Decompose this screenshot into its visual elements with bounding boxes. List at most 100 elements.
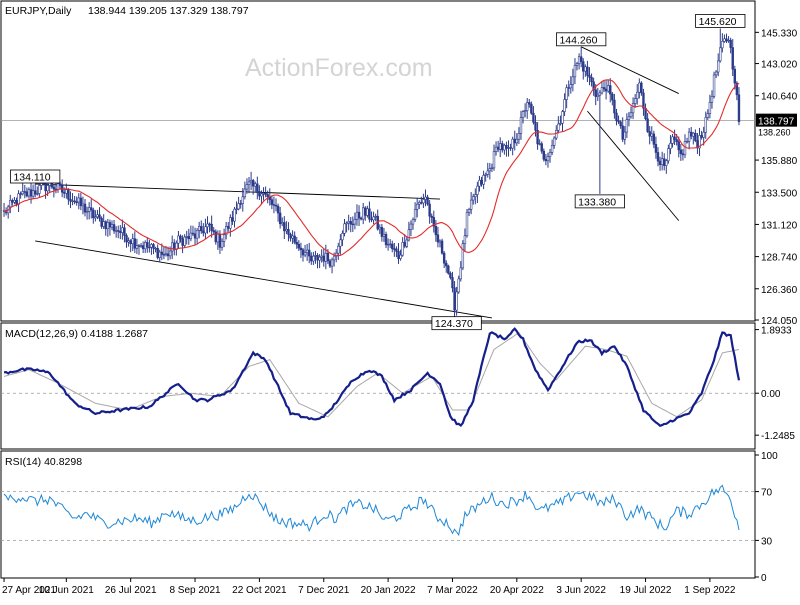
bar-body: [604, 88, 608, 92]
price-bar: [384, 231, 388, 249]
date-tick-label: 1 Sep 2022: [684, 585, 736, 596]
price-bar: [575, 61, 579, 71]
price-bar: [526, 97, 529, 119]
price-bar: [511, 136, 514, 156]
bar-body: [320, 255, 323, 258]
bar-body: [490, 167, 494, 169]
bar-body: [299, 247, 303, 251]
price-level-text: 124.370: [435, 318, 473, 330]
price-bar: [671, 133, 674, 148]
price-bar: [308, 243, 311, 264]
price-level-label: 145.620: [695, 14, 746, 28]
price-bar: [449, 271, 452, 280]
macd-axis-tick-label: 1.8933: [761, 326, 792, 337]
rsi-line: [3, 484, 740, 537]
price-bar: [235, 201, 238, 215]
bar-body: [413, 209, 417, 220]
price-bar: [602, 80, 606, 93]
macd-lines: [3, 327, 741, 428]
bar-body: [602, 87, 606, 90]
bar-body: [251, 180, 255, 187]
price-bar: [642, 88, 645, 116]
price-bar: [609, 78, 612, 103]
price-bar: [270, 195, 274, 210]
bar-body: [38, 185, 41, 194]
bar-body: [353, 219, 357, 225]
bar-body: [303, 252, 307, 256]
price-bar: [719, 28, 722, 63]
price-bar: [706, 109, 710, 121]
bar-body: [397, 251, 400, 259]
bar-body: [312, 255, 315, 262]
bar-body: [108, 222, 112, 228]
bar-body: [455, 291, 458, 311]
bar-body: [486, 170, 489, 175]
price-bar: [733, 65, 737, 90]
moving-average: [3, 79, 740, 257]
price-bar: [656, 147, 660, 167]
bar-body: [582, 61, 585, 72]
bar-body: [476, 185, 479, 195]
bar-body: [690, 131, 693, 137]
price-level-label: 144.260: [556, 32, 607, 46]
price-bar: [191, 225, 195, 237]
price-bar: [588, 67, 591, 86]
price-bar: [357, 205, 361, 227]
bar-body: [139, 245, 143, 247]
bar-body: [594, 89, 597, 97]
bar-body: [158, 251, 161, 258]
bar-body: [673, 136, 676, 140]
bar-body: [575, 63, 579, 66]
bar-body: [270, 199, 274, 205]
price-bar: [654, 136, 658, 159]
price-bar: [98, 207, 101, 222]
price-bar: [411, 217, 415, 230]
bar-body: [216, 233, 220, 243]
price-bar: [241, 188, 244, 212]
price-bar: [625, 113, 629, 139]
bar-body: [631, 103, 635, 114]
bar-body: [606, 85, 610, 92]
bar-body: [322, 255, 325, 262]
price-bar: [472, 193, 475, 205]
bar-body: [723, 38, 726, 42]
bar-body: [507, 147, 510, 149]
bar-body: [530, 103, 533, 114]
price-bar: [125, 233, 128, 248]
bar-body: [227, 226, 230, 229]
price-bar: [559, 115, 562, 126]
bar-body: [532, 112, 535, 123]
bar-body: [665, 160, 668, 166]
price-bar: [206, 216, 209, 234]
bar-body: [214, 231, 217, 243]
trendline: [580, 46, 679, 94]
bar-body: [611, 93, 614, 101]
bar-body: [457, 278, 460, 293]
price-bar: [698, 127, 701, 157]
bar-body: [239, 203, 242, 205]
bar-body: [629, 112, 633, 118]
bar-body: [523, 110, 527, 112]
rsi-line: [3, 484, 740, 537]
bar-body: [285, 229, 288, 232]
bar-body: [407, 229, 411, 241]
bar-body: [154, 247, 157, 250]
bar-body: [372, 216, 375, 221]
bar-body: [58, 183, 62, 186]
bar-body: [542, 150, 546, 160]
bar-body: [206, 223, 209, 228]
bar-body: [357, 211, 361, 219]
bar-body: [440, 240, 444, 254]
rsi-axis-tick-label: 30: [761, 536, 773, 547]
price-bar: [579, 46, 583, 68]
bar-body: [33, 190, 37, 195]
price-bar: [515, 133, 519, 146]
bar-body: [432, 217, 435, 227]
bar-body: [146, 242, 149, 248]
bar-body: [137, 245, 141, 247]
bar-body: [328, 260, 332, 267]
trendlines: [35, 46, 680, 319]
price-bar: [484, 172, 487, 182]
bar-body: [613, 99, 616, 114]
bar-body: [181, 238, 184, 246]
